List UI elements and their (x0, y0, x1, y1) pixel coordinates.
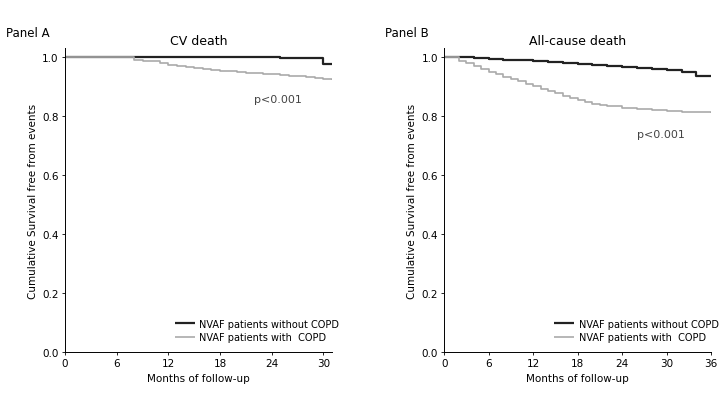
NVAF patients without COPD (603, 64, 612, 68)
NVAF patients without COPD (677, 69, 686, 74)
NVAF patients without COPD (529, 60, 537, 64)
NVAF patients without COPD (61, 55, 69, 60)
NVAF patients with  COPD (164, 62, 173, 66)
X-axis label: Months of follow-up: Months of follow-up (526, 373, 629, 383)
Y-axis label: Cumulative Survival free from events: Cumulative Survival free from events (28, 103, 38, 298)
NVAF patients without COPD (469, 56, 478, 61)
NVAF patients without COPD (648, 67, 656, 72)
NVAF patients with  COPD (588, 102, 597, 107)
NVAF patients without COPD (147, 55, 155, 60)
Text: Panel B: Panel B (386, 27, 429, 40)
NVAF patients without COPD (603, 64, 612, 69)
NVAF patients without COPD (499, 57, 508, 62)
Legend: NVAF patients without COPD, NVAF patients with  COPD: NVAF patients without COPD, NVAF patient… (171, 315, 343, 346)
NVAF patients without COPD (662, 68, 671, 72)
NVAF patients with  COPD (536, 87, 545, 92)
NVAF patients without COPD (514, 59, 523, 64)
Line: NVAF patients without COPD: NVAF patients without COPD (65, 58, 332, 65)
NVAF patients without COPD (707, 76, 716, 81)
X-axis label: Months of follow-up: Months of follow-up (147, 373, 250, 383)
NVAF patients without COPD (677, 70, 686, 75)
NVAF patients with  COPD (462, 59, 471, 64)
NVAF patients without COPD (707, 74, 716, 79)
NVAF patients without COPD (692, 70, 700, 75)
Line: NVAF patients with  COPD: NVAF patients with COPD (444, 58, 711, 114)
Line: NVAF patients with  COPD: NVAF patients with COPD (65, 58, 332, 81)
NVAF patients without COPD (499, 58, 508, 63)
Title: CV death: CV death (170, 34, 227, 47)
NVAF patients without COPD (559, 61, 567, 66)
Y-axis label: Cumulative Survival free from events: Cumulative Survival free from events (407, 103, 417, 298)
NVAF patients with  COPD (181, 64, 190, 69)
NVAF patients without COPD (559, 62, 567, 66)
NVAF patients without COPD (190, 55, 199, 60)
NVAF patients with  COPD (707, 111, 716, 116)
NVAF patients with  COPD (328, 79, 336, 83)
NVAF patients without COPD (529, 59, 537, 64)
NVAF patients without COPD (544, 61, 552, 66)
NVAF patients without COPD (544, 60, 552, 64)
NVAF patients with  COPD (440, 55, 448, 60)
NVAF patients without COPD (588, 64, 597, 68)
NVAF patients without COPD (455, 55, 464, 60)
NVAF patients without COPD (588, 63, 597, 68)
Line: NVAF patients without COPD: NVAF patients without COPD (444, 58, 711, 78)
NVAF patients with  COPD (328, 77, 336, 82)
NVAF patients without COPD (632, 66, 641, 70)
NVAF patients without COPD (692, 74, 700, 79)
NVAF patients without COPD (440, 55, 448, 60)
NVAF patients without COPD (648, 68, 656, 72)
NVAF patients without COPD (573, 63, 582, 68)
Title: All-cause death: All-cause death (529, 34, 626, 47)
Text: p<0.001: p<0.001 (254, 94, 303, 104)
NVAF patients without COPD (138, 55, 147, 60)
Legend: NVAF patients without COPD, NVAF patients with  COPD: NVAF patients without COPD, NVAF patient… (550, 315, 722, 346)
NVAF patients with  COPD (61, 55, 69, 60)
NVAF patients without COPD (328, 62, 336, 67)
NVAF patients without COPD (455, 55, 464, 60)
NVAF patients with  COPD (258, 72, 267, 77)
NVAF patients without COPD (469, 55, 478, 60)
NVAF patients without COPD (632, 67, 641, 72)
Text: Panel A: Panel A (6, 27, 50, 40)
NVAF patients without COPD (484, 56, 493, 61)
NVAF patients with  COPD (181, 66, 190, 70)
NVAF patients without COPD (514, 58, 523, 63)
NVAF patients without COPD (662, 69, 671, 74)
NVAF patients without COPD (618, 64, 627, 69)
NVAF patients with  COPD (267, 73, 276, 78)
NVAF patients with  COPD (596, 102, 604, 107)
NVAF patients without COPD (618, 66, 627, 70)
Text: p<0.001: p<0.001 (637, 130, 685, 140)
NVAF patients without COPD (250, 56, 258, 61)
NVAF patients without COPD (484, 57, 493, 62)
NVAF patients without COPD (328, 62, 336, 67)
NVAF patients without COPD (573, 62, 582, 66)
NVAF patients with  COPD (455, 59, 464, 64)
NVAF patients with  COPD (507, 75, 516, 80)
NVAF patients without COPD (199, 55, 207, 60)
